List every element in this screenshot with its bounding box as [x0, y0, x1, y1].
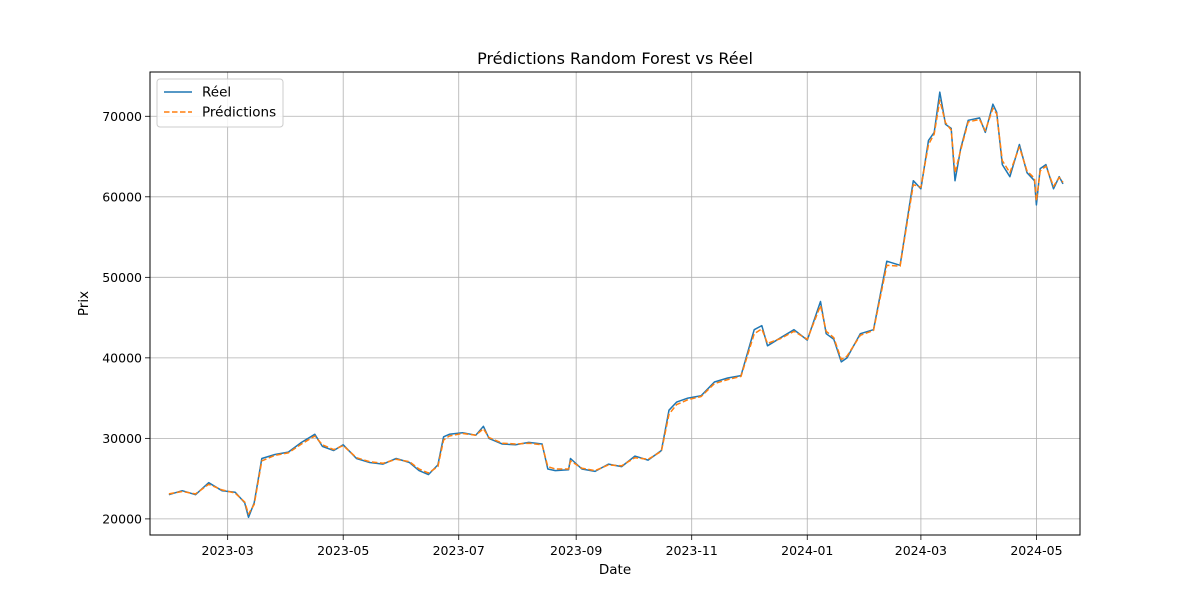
- grid: [150, 72, 1080, 535]
- x-tick-label: 2024-05: [1010, 543, 1062, 558]
- legend-label: Réel: [202, 85, 231, 101]
- x-tick-label: 2024-03: [895, 543, 947, 558]
- y-tick-label: 40000: [102, 350, 142, 365]
- ticks: 2023-03 2023-05 2023-07 2023-09 2023-11 2024-…: [102, 109, 1062, 558]
- x-tick-label: 2023-07: [433, 543, 485, 558]
- x-tick-label: 2024-01: [781, 543, 833, 558]
- series-layer: [168, 91, 1064, 519]
- x-tick-label: 2023-11: [666, 543, 718, 558]
- y-axis-label: Prix: [76, 291, 92, 316]
- x-axis-label: Date: [599, 562, 631, 578]
- y-tick-label: 60000: [102, 189, 142, 204]
- x-tick-label: 2023-09: [550, 543, 602, 558]
- y-tick-label: 70000: [102, 109, 142, 124]
- plot-frame: [149, 71, 1081, 536]
- y-tick-label: 30000: [102, 431, 142, 446]
- legend-label: Prédictions: [202, 105, 276, 121]
- series-line-predictions: [168, 99, 1064, 515]
- legend-box: [156, 78, 284, 128]
- y-tick-label: 50000: [102, 270, 142, 285]
- legend: Réel Prédictions: [156, 78, 284, 128]
- x-tick-label: 2023-03: [202, 543, 254, 558]
- chart-title: Prédictions Random Forest vs Réel: [477, 49, 753, 68]
- x-tick-label: 2023-05: [317, 543, 369, 558]
- y-tick-label: 20000: [102, 511, 142, 526]
